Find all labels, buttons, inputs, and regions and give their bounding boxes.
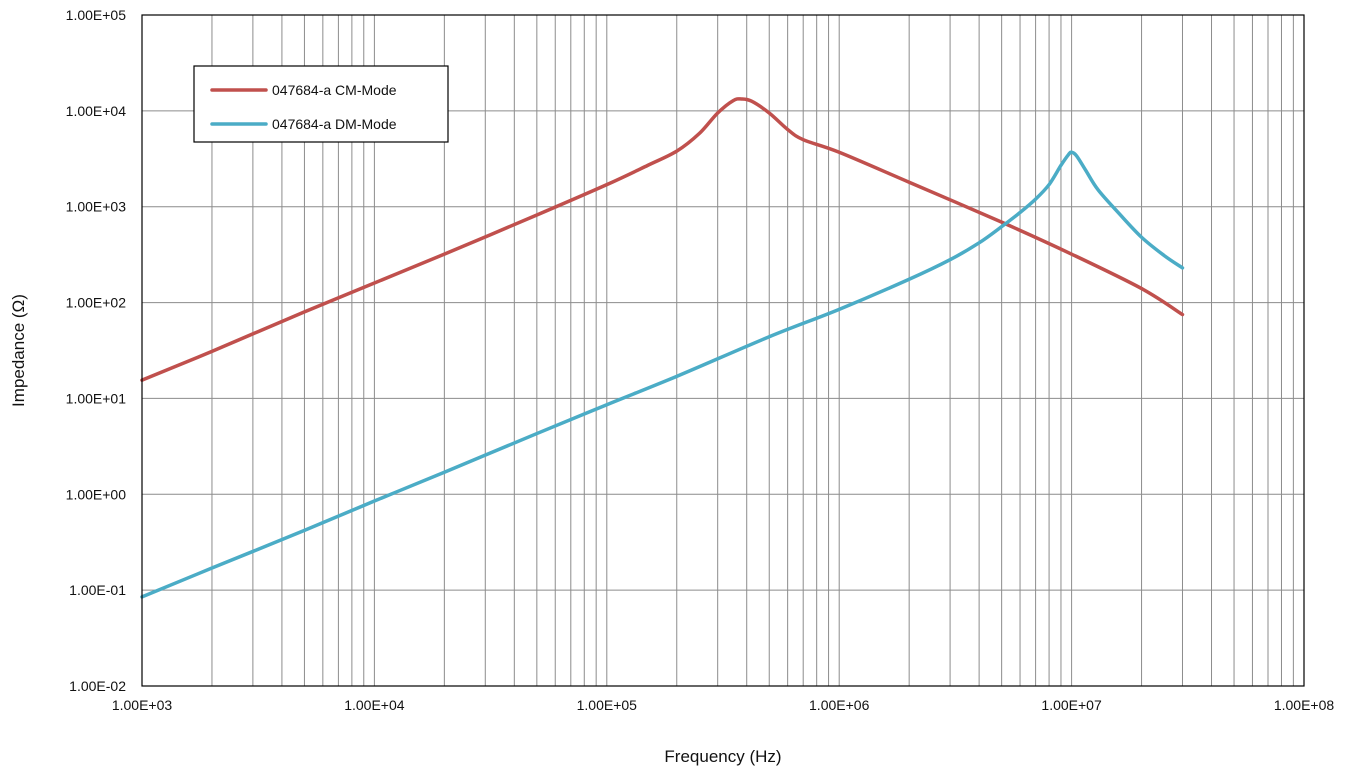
x-tick-label: 1.00E+03 xyxy=(112,697,173,713)
cm-mode-series-line xyxy=(140,97,1185,382)
dm-mode-series-line xyxy=(140,150,1185,599)
y-tick-label: 1.00E-02 xyxy=(69,678,126,694)
y-tick-label: 1.00E+03 xyxy=(66,199,127,215)
x-tick-label: 1.00E+07 xyxy=(1041,697,1102,713)
legend-label: 047684-a CM-Mode xyxy=(272,82,397,98)
legend-box xyxy=(193,65,449,143)
x-tick-label: 1.00E+06 xyxy=(809,697,870,713)
y-tick-label: 1.00E+00 xyxy=(66,486,127,502)
y-tick-label: 1.00E+01 xyxy=(66,390,127,406)
x-axis-title: Frequency (Hz) xyxy=(664,747,781,766)
y-tick-label: 1.00E-01 xyxy=(69,582,126,598)
x-tick-label: 1.00E+05 xyxy=(577,697,638,713)
x-tick-label: 1.00E+08 xyxy=(1274,697,1335,713)
plot-frame xyxy=(141,14,1305,687)
y-axis-title: Impedance (Ω) xyxy=(9,294,28,407)
y-tick-label: 1.00E+05 xyxy=(66,7,127,23)
series-lines xyxy=(140,97,1185,599)
legend: 047684-a CM-Mode 047684-a DM-Mode xyxy=(193,65,449,143)
x-tick-label: 1.00E+04 xyxy=(344,697,405,713)
tick-labels: 1.00E+03 1.00E+04 1.00E+05 1.00E+06 1.00E+07… xyxy=(66,7,1335,713)
legend-label: 047684-a DM-Mode xyxy=(272,116,397,132)
y-tick-label: 1.00E+04 xyxy=(66,103,127,119)
y-tick-label: 1.00E+02 xyxy=(66,295,127,311)
